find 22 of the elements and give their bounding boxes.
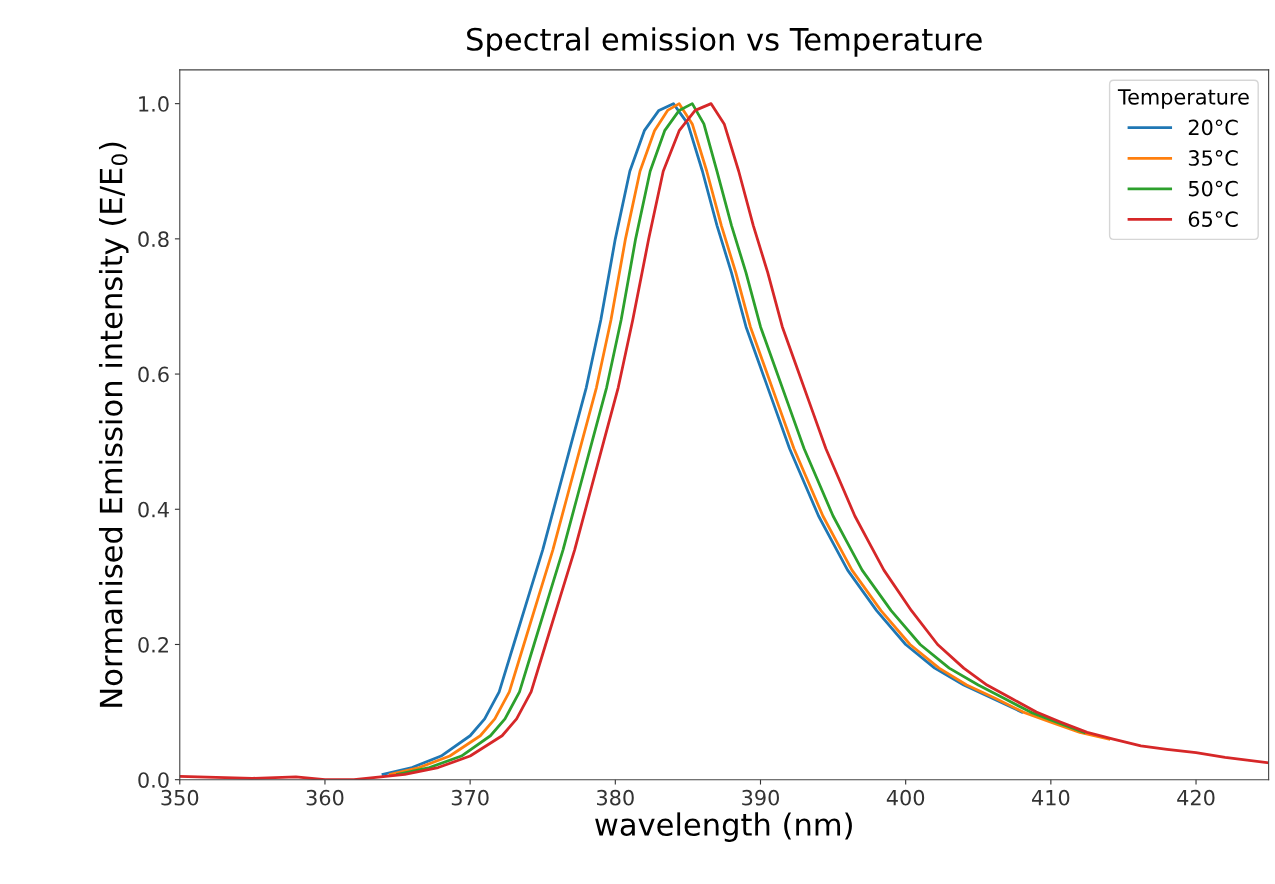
chart-title: Spectral emission vs Temperature <box>467 27 982 57</box>
y-tick-label: 0.0 <box>138 772 169 788</box>
x-tick-label: 400 <box>886 789 925 806</box>
legend-title: Temperature <box>1117 89 1249 109</box>
y-tick-label: 0.4 <box>138 501 169 518</box>
legend-label: 35°C <box>1188 150 1238 166</box>
x-tick-label: 360 <box>306 789 344 806</box>
x-tick-label: 410 <box>1031 789 1070 806</box>
y-tick-label: 0.8 <box>138 231 169 248</box>
legend-label: 65°C <box>1188 211 1238 228</box>
x-tick-label: 380 <box>597 789 634 806</box>
y-tick-label: 0.2 <box>138 636 168 653</box>
y-tick-label: 1.0 <box>139 96 169 112</box>
x-tick-label: 370 <box>451 789 489 806</box>
x-tick-label: 350 <box>161 789 199 806</box>
x-tick-label: 390 <box>742 789 779 806</box>
legend-label: 20°C <box>1188 119 1238 136</box>
x-axis-title: wavelength (nm) <box>595 812 852 842</box>
y-tick-label: 0.6 <box>138 366 169 383</box>
x-tick-label: 420 <box>1177 789 1215 806</box>
legend-label: 50°C <box>1188 180 1238 197</box>
y-axis-title: Normanised Emission intensity (E/E$_{0}$) <box>98 142 129 707</box>
